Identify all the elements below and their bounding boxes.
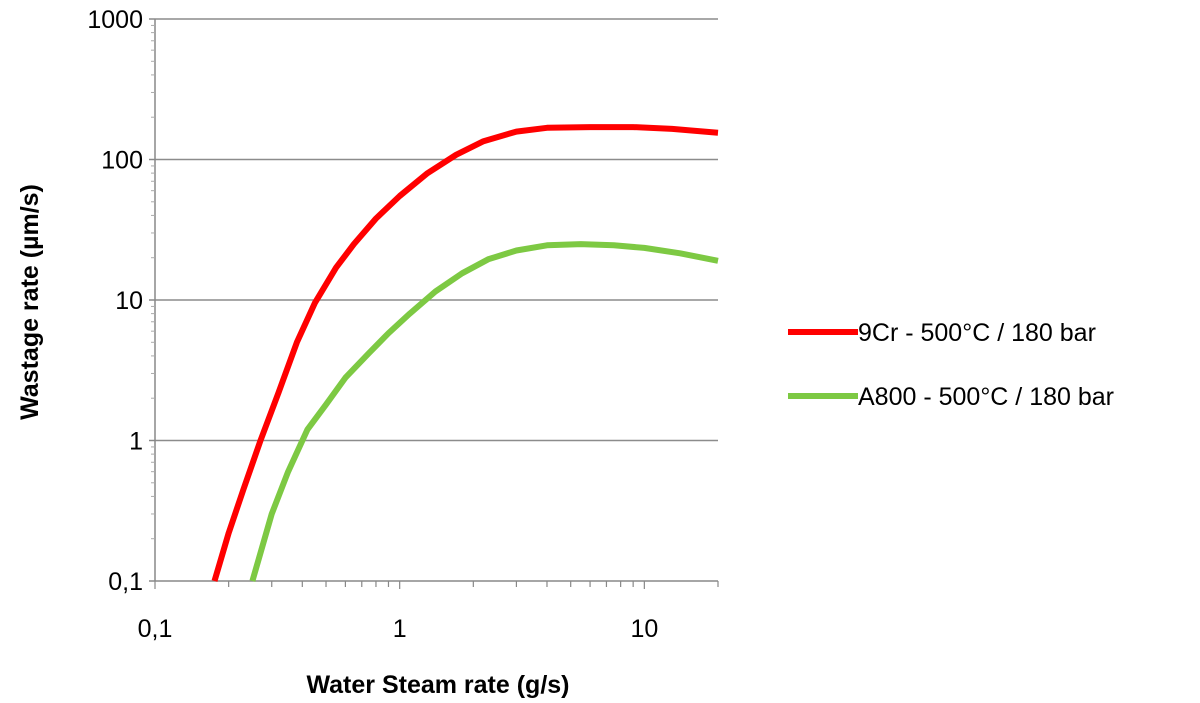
series-line-0 xyxy=(211,124,719,582)
y-tick-label: 10 xyxy=(115,287,143,315)
y-axis-title: Wastage rate (µm/s) xyxy=(16,184,44,420)
y-tick-label: 100 xyxy=(101,147,143,175)
legend-label-1: A800 - 500°C / 180 bar xyxy=(858,383,1114,411)
legend: 9Cr - 500°C / 180 bar A800 - 500°C / 180 … xyxy=(788,319,1114,411)
x-tick-label: 0,1 xyxy=(138,615,173,643)
y-tick-label: 0,1 xyxy=(108,568,143,596)
series-lines xyxy=(211,124,719,582)
y-tick-labels: 0,1 1 10 100 1000 xyxy=(87,6,143,596)
legend-label-0: 9Cr - 500°C / 180 bar xyxy=(858,319,1096,347)
axes xyxy=(154,19,718,582)
x-tick-labels: 0,1 1 10 xyxy=(138,615,659,643)
x-tick-label: 1 xyxy=(393,615,407,643)
y-tick-label: 1 xyxy=(129,428,143,456)
gridlines xyxy=(149,18,718,582)
x-axis-title: Water Steam rate (g/s) xyxy=(306,671,569,699)
x-axis-minor-ticks xyxy=(151,24,719,589)
y-tick-label: 1000 xyxy=(87,6,143,34)
series-line-1 xyxy=(249,241,719,582)
x-tick-label: 10 xyxy=(630,615,658,643)
